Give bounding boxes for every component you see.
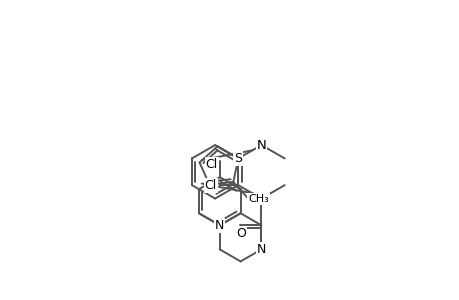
Text: N: N xyxy=(256,243,266,256)
Text: N: N xyxy=(256,139,266,152)
Text: Cl: Cl xyxy=(204,179,216,192)
Text: O: O xyxy=(235,227,246,240)
Text: Cl: Cl xyxy=(205,158,218,171)
Text: N: N xyxy=(215,219,224,232)
Text: CH₃: CH₃ xyxy=(247,194,268,204)
Text: S: S xyxy=(234,152,242,165)
